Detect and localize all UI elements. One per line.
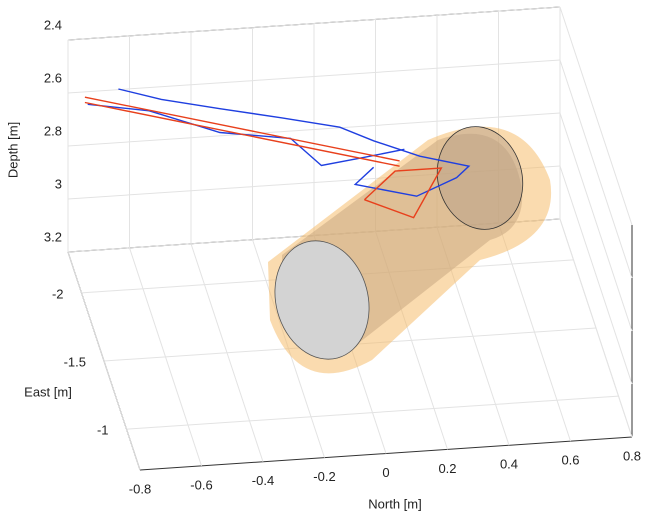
x-tick-label: -0.4 (252, 473, 274, 488)
grid-line (560, 166, 632, 384)
y-axis-label: East [m] (24, 384, 72, 399)
x-tick-label: 0 (382, 465, 389, 480)
trajectory (85, 97, 400, 161)
grid-line (560, 113, 632, 331)
cylinder (262, 117, 551, 373)
x-tick-label: 0.6 (561, 453, 579, 468)
x-tick-label: -0.8 (129, 481, 151, 496)
x-tick-label: 0.8 (623, 448, 641, 463)
x-tick-label: 0.4 (500, 457, 518, 472)
y-tick-label: -1 (97, 423, 109, 438)
z-tick-label: 2.6 (44, 70, 62, 85)
grid-line (560, 60, 632, 278)
chart: North [m] East [m] Depth [m] -0.8 -0.6 -0.… (0, 0, 661, 516)
grid-line (560, 7, 632, 225)
z-tick-label: 3.2 (44, 229, 62, 244)
z-tick-label: 3 (55, 176, 62, 191)
grid-line (127, 396, 619, 429)
x-tick-label: 0.2 (438, 461, 456, 476)
x-axis-label: North [m] (368, 496, 421, 511)
grid-line (560, 219, 632, 437)
y-tick-label: -1.5 (64, 354, 86, 369)
x-tick-label: -0.2 (313, 469, 335, 484)
x-tick-label: -0.6 (190, 477, 212, 492)
z-tick-label: 2.8 (44, 123, 62, 138)
z-axis-label: Depth [m] (5, 122, 20, 178)
y-tick-label: -2 (52, 286, 64, 301)
z-tick-label: 2.4 (44, 17, 62, 32)
